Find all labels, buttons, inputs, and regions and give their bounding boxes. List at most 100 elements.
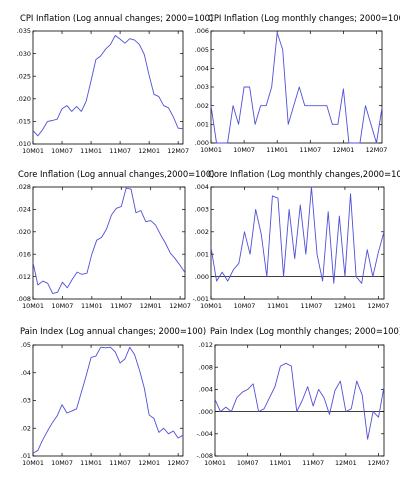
x-tick-label: 11M01 [80, 459, 102, 467]
data-point [344, 276, 345, 277]
data-point [214, 399, 215, 400]
data-point [249, 86, 250, 87]
data-point [260, 105, 261, 106]
data-point [300, 204, 301, 205]
data-point [333, 283, 334, 284]
data-point [153, 418, 154, 419]
series-line [32, 35, 184, 137]
data-point [318, 389, 319, 390]
data-point [62, 282, 63, 283]
x-tick-label: 11M01 [80, 147, 102, 155]
data-point [119, 362, 120, 363]
data-point [372, 411, 373, 412]
data-point [280, 365, 281, 366]
chart-title: CPI Inflation (Log annual changes; 2000=… [20, 13, 214, 23]
data-point [155, 224, 156, 225]
data-point [272, 195, 273, 196]
y-tick-label: .016 [17, 250, 31, 258]
y-tick-label: .001 [195, 250, 209, 258]
data-point [150, 220, 151, 221]
data-point [52, 293, 53, 294]
data-point [216, 142, 217, 143]
data-point [100, 55, 101, 56]
data-point [383, 386, 384, 387]
y-tick-label: .020 [17, 228, 31, 236]
series-line [32, 187, 186, 294]
data-point [231, 411, 232, 412]
x-tick-label: 10M01 [22, 459, 44, 467]
data-point [135, 212, 136, 213]
data-point [244, 231, 245, 232]
y-tick-label: .000 [199, 408, 213, 416]
x-tick-label: 12M07 [368, 459, 390, 467]
data-point [115, 35, 116, 36]
chart-plot: .000 .001 .002 .003 .004 .005 .006 10M01 10M07 11… [195, 27, 388, 154]
data-point [247, 389, 248, 390]
data-point [42, 129, 43, 130]
data-point [81, 274, 82, 275]
data-point [184, 272, 185, 273]
data-point [367, 249, 368, 250]
x-tick-label: 11M01 [270, 459, 292, 467]
data-point [47, 121, 48, 122]
data-point [86, 375, 87, 376]
data-point [71, 410, 72, 411]
data-point [291, 365, 292, 366]
data-point [77, 272, 78, 273]
data-point [299, 86, 300, 87]
y-tick-label: .03 [21, 397, 31, 405]
y-tick-label: -.008 [196, 452, 213, 460]
data-point [238, 263, 239, 264]
data-point [263, 408, 264, 409]
data-point [258, 411, 259, 412]
data-point [119, 39, 120, 40]
y-tick-label: -.004 [196, 430, 213, 438]
data-point [339, 216, 340, 217]
data-point [126, 188, 127, 189]
data-point [316, 254, 317, 255]
y-tick-label: .004 [195, 65, 209, 73]
series-line [210, 32, 383, 144]
data-point [168, 433, 169, 434]
data-point [210, 105, 211, 106]
data-point [129, 347, 130, 348]
y-tick-label: .015 [17, 118, 31, 126]
data-point [274, 386, 275, 387]
x-tick-label: 11M07 [110, 302, 132, 310]
data-point [225, 407, 226, 408]
data-point [285, 363, 286, 364]
data-point [57, 292, 58, 293]
data-point [233, 269, 234, 270]
x-tick-label: 10M01 [200, 146, 222, 154]
data-point [76, 408, 77, 409]
data-point [37, 284, 38, 285]
data-point [334, 390, 335, 391]
data-point [165, 242, 166, 243]
x-tick-label: 10M07 [234, 302, 256, 310]
data-point [130, 189, 131, 190]
x-tick-label: 11M07 [109, 147, 131, 155]
chart-title: Pain Index (Log monthly changes; 2000=10… [210, 326, 400, 336]
data-point [323, 397, 324, 398]
data-point [129, 38, 130, 39]
data-point [372, 276, 373, 277]
data-point [57, 119, 58, 120]
chart-plot: -.008 -.004 .000 .004 .008 .012 10M01 10M07 11M0… [196, 341, 390, 467]
data-point [326, 105, 327, 106]
data-point [140, 210, 141, 211]
data-point [144, 387, 145, 388]
y-tick-label: .000 [195, 273, 209, 281]
y-tick-label: .04 [21, 369, 31, 377]
data-point [305, 254, 306, 255]
x-tick-label: 11M07 [302, 459, 324, 467]
data-point [67, 287, 68, 288]
chart-panel-core-annual: Core Inflation (Log annual changes,2000=… [0, 160, 215, 320]
x-tick-label: 12M01 [138, 147, 160, 155]
data-point [313, 405, 314, 406]
x-tick-label: 10M07 [52, 302, 74, 310]
x-tick-label: 12M01 [332, 146, 354, 154]
chart-title: Core Inflation (Log monthly changes,2000… [208, 169, 400, 179]
data-point [289, 209, 290, 210]
data-point [37, 135, 38, 136]
chart-plot: .008 .012 .016 .020 .024 .028 10M01 10M07 11M01 1… [17, 183, 191, 310]
